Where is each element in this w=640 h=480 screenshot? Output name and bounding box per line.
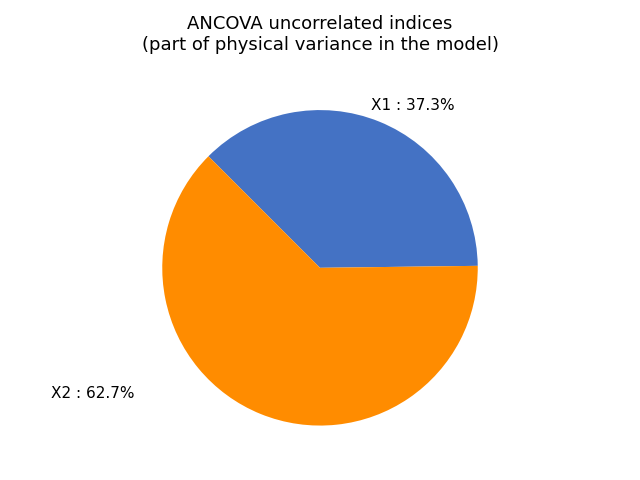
Text: X1 : 37.3%: X1 : 37.3%: [371, 98, 455, 113]
Wedge shape: [163, 156, 477, 426]
Wedge shape: [209, 110, 477, 268]
Text: X2 : 62.7%: X2 : 62.7%: [51, 386, 134, 401]
Title: ANCOVA uncorrelated indices
(part of physical variance in the model): ANCOVA uncorrelated indices (part of phy…: [141, 15, 499, 54]
